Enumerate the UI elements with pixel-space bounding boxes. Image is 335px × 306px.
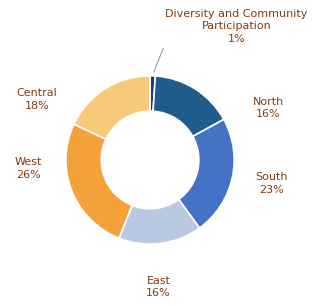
Text: North
16%: North 16%: [253, 97, 284, 119]
Wedge shape: [74, 76, 150, 139]
Wedge shape: [150, 76, 155, 111]
Wedge shape: [119, 200, 199, 244]
Text: Diversity and Community
Participation
1%: Diversity and Community Participation 1%: [165, 9, 308, 44]
Wedge shape: [179, 119, 234, 228]
Text: South
23%: South 23%: [255, 172, 288, 195]
Wedge shape: [153, 76, 224, 136]
Text: Central
18%: Central 18%: [17, 88, 58, 110]
Text: West
26%: West 26%: [15, 157, 42, 180]
Wedge shape: [66, 124, 132, 238]
Text: East
16%: East 16%: [146, 276, 171, 298]
